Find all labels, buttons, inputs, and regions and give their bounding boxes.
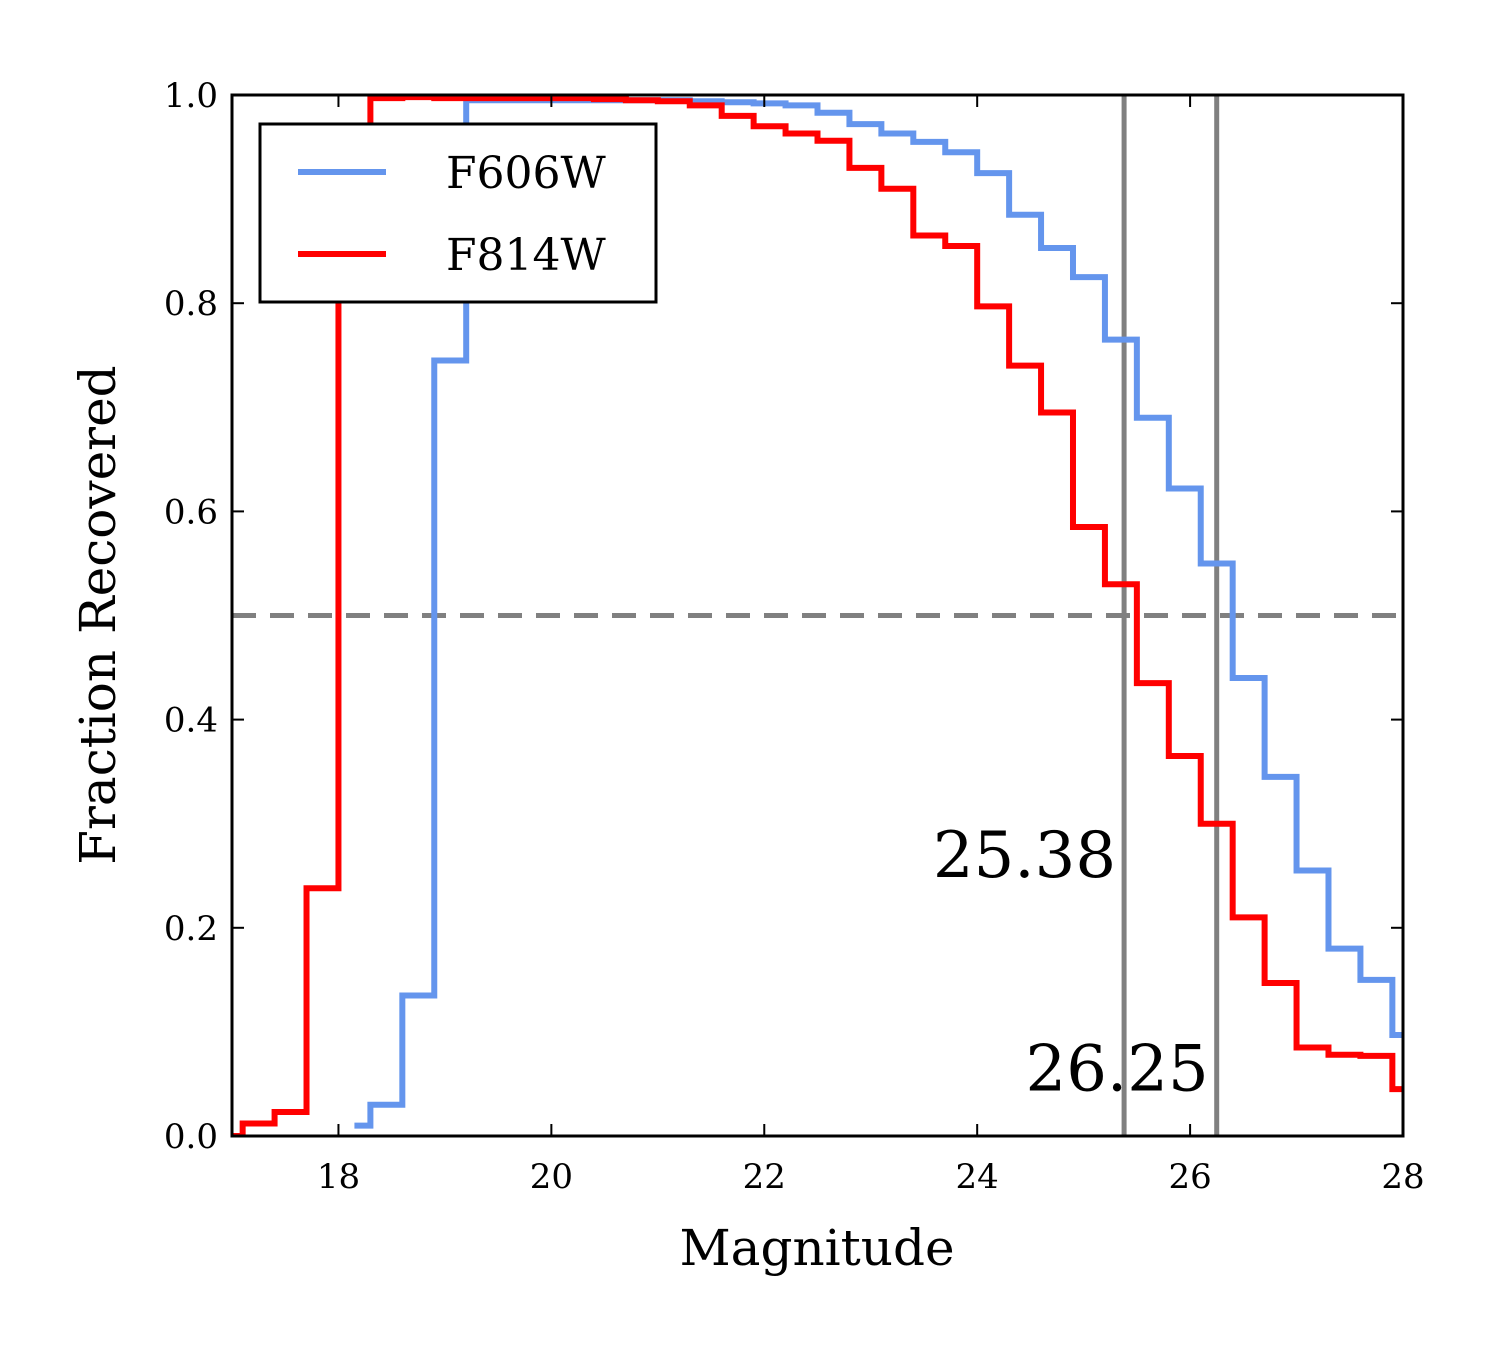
legend-label-f606w: F606W bbox=[446, 148, 607, 199]
y-tick-label: 1.0 bbox=[164, 76, 218, 116]
legend-label-f814w: F814W bbox=[446, 230, 607, 281]
y-axis-title: Fraction Recovered bbox=[69, 365, 127, 864]
x-axis-title: Magnitude bbox=[679, 1219, 954, 1277]
legend: F606W F814W bbox=[258, 122, 658, 304]
series-line-f814w bbox=[232, 95, 1403, 1136]
x-tick-label: 24 bbox=[956, 1157, 999, 1197]
x-tick-label: 18 bbox=[317, 1157, 360, 1197]
x-tick-label: 22 bbox=[743, 1157, 786, 1197]
axes-frame bbox=[230, 93, 1405, 1138]
annotation-label: 25.38 bbox=[933, 819, 1116, 893]
x-tick-label: 20 bbox=[530, 1157, 573, 1197]
plot-area: 18 20 22 24 26 28 0.0 0.2 0.4 0.6 0.8 1.0 25.38 26.25… bbox=[164, 76, 1425, 1197]
y-tick-label: 0.0 bbox=[164, 1117, 218, 1157]
x-tick-label: 26 bbox=[1168, 1157, 1211, 1197]
annotation-label: 26.25 bbox=[1025, 1032, 1208, 1106]
y-tick-label: 0.2 bbox=[164, 909, 218, 949]
x-tick-label: 28 bbox=[1381, 1157, 1424, 1197]
legend-box bbox=[258, 122, 658, 304]
y-tick-label: 0.4 bbox=[164, 701, 218, 741]
data-layer bbox=[232, 95, 1403, 1136]
y-tick-label: 0.6 bbox=[164, 492, 218, 532]
y-tick-label: 0.8 bbox=[164, 284, 218, 324]
